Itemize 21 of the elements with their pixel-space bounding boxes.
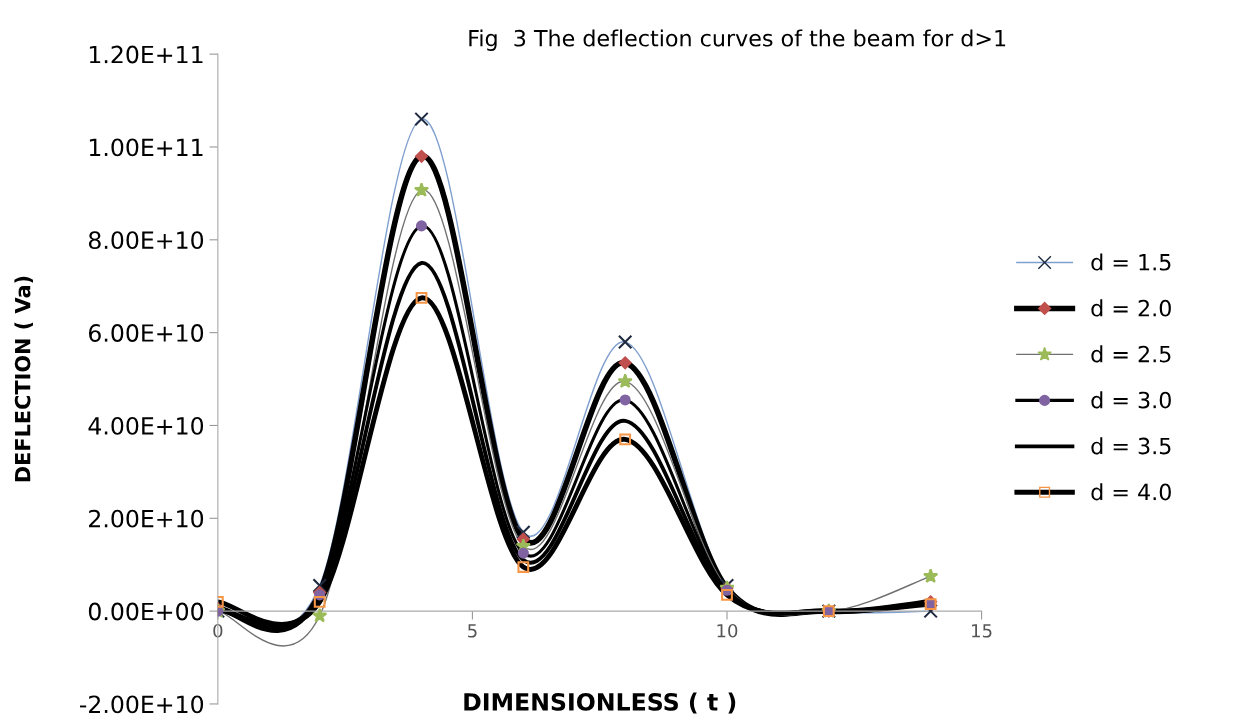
legend-label: d = 2.0 (1091, 299, 1171, 317)
x-tick-label: 10 (717, 623, 738, 638)
chart-title: Fig 3 The deflection curves of the beam for d>1 (469, 29, 1006, 51)
y-tick-label: 0.00E+00 (88, 602, 204, 621)
legend-label: d = 3.0 (1091, 391, 1171, 409)
y-axis-title: DEFLECTION ( Va) (14, 276, 33, 482)
y-tick-label: 1.20E+11 (89, 45, 203, 64)
y-tick-label: 4.00E+10 (88, 416, 204, 435)
x-tick-label: 5 (468, 624, 477, 638)
legend-label: d = 4.0 (1091, 483, 1171, 501)
legend-label: d = 2.5 (1091, 345, 1171, 363)
y-tick-label: -2.00E+10 (79, 695, 204, 714)
x-axis-title: DIMENSIONLESS ( t ) (464, 692, 736, 714)
y-tick-label: 2.00E+10 (89, 509, 204, 528)
legend-label: d = 3.5 (1091, 437, 1171, 455)
x-tick-label: 15 (972, 624, 992, 638)
legend-label: d = 1.5 (1091, 253, 1171, 271)
y-tick-label: 1.00E+11 (89, 138, 203, 157)
x-tick-label: 0 (213, 623, 223, 638)
y-tick-label: 6.00E+10 (88, 324, 204, 342)
y-tick-label: 8.00E+10 (88, 231, 204, 250)
